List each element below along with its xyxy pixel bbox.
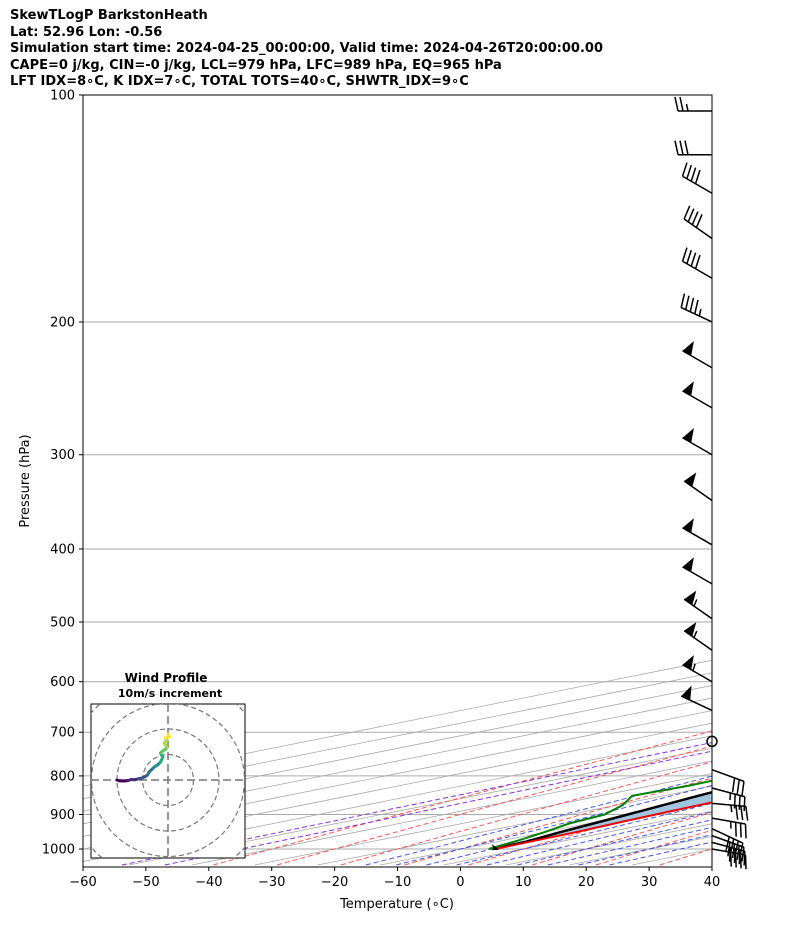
x-tick-label: 10 bbox=[515, 875, 532, 890]
wind-barb bbox=[682, 428, 713, 456]
wind-barb bbox=[674, 140, 712, 156]
mixing-ratio-line bbox=[121, 742, 712, 866]
wind-barb bbox=[711, 787, 746, 812]
isotherm-line bbox=[83, 672, 712, 800]
y-tick-label: 900 bbox=[50, 808, 75, 823]
x-tick-label: −40 bbox=[195, 875, 222, 890]
wind-barb bbox=[682, 557, 713, 585]
x-tick-label: 40 bbox=[704, 875, 721, 890]
wind-barb bbox=[682, 381, 713, 409]
x-tick-label: 0 bbox=[456, 875, 464, 890]
isotherm-line bbox=[83, 659, 712, 787]
isotherm-line bbox=[632, 848, 712, 866]
moist-adiabat-line bbox=[517, 819, 712, 866]
hodograph-ring bbox=[91, 704, 245, 858]
y-tick-label: 300 bbox=[50, 448, 75, 463]
isotherm-line bbox=[83, 722, 712, 850]
time-line: Simulation start time: 2024-04-25_00:00:… bbox=[10, 41, 603, 56]
isotherm-line bbox=[83, 685, 712, 812]
x-tick-label: −30 bbox=[258, 875, 285, 890]
hodograph-subtitle: 10m/s increment bbox=[118, 687, 222, 700]
isotherm-line bbox=[83, 697, 712, 825]
isotherm-line bbox=[254, 773, 712, 866]
parcel-start-marker bbox=[491, 844, 499, 850]
isotherm-line bbox=[443, 810, 712, 866]
y-tick-label: 200 bbox=[50, 315, 75, 330]
isotherm-line bbox=[83, 710, 712, 837]
location-line: Lat: 52.96 Lon: -0.56 bbox=[10, 24, 163, 40]
mixing-ratio-line bbox=[164, 750, 712, 866]
wind-barb bbox=[683, 590, 713, 620]
wind-barb bbox=[711, 769, 745, 796]
y-tick-label: 100 bbox=[50, 89, 75, 104]
isotherm-line bbox=[191, 760, 712, 866]
wind-barb bbox=[683, 622, 713, 651]
chart-header: SkewTLogP BarkstonHeath Lat: 52.96 Lon: … bbox=[10, 8, 603, 91]
wind-barb bbox=[711, 802, 749, 821]
dry-adiabat-line bbox=[340, 761, 712, 866]
moist-adiabat-line bbox=[426, 794, 712, 866]
isotherm-line bbox=[317, 785, 712, 866]
isotherm-line bbox=[83, 735, 712, 862]
y-tick-label: 1000 bbox=[42, 843, 75, 858]
dry-adiabat-line bbox=[787, 95, 794, 865]
x-tick-label: 30 bbox=[641, 875, 658, 890]
dry-adiabat-line bbox=[213, 730, 712, 866]
isotherm-line bbox=[506, 823, 712, 866]
y-tick-label: 700 bbox=[50, 726, 75, 741]
y-tick-label: 800 bbox=[50, 769, 75, 784]
temperature-profile-line bbox=[494, 801, 712, 850]
wind-barb bbox=[681, 162, 713, 194]
wind-barb bbox=[682, 341, 713, 369]
y-tick-label: 500 bbox=[50, 616, 75, 631]
isotherm-line bbox=[569, 836, 712, 866]
dry-adiabat-line bbox=[532, 811, 712, 866]
wind-barb bbox=[683, 205, 713, 240]
dry-adiabat-line bbox=[595, 829, 712, 866]
dry-adiabat-line bbox=[724, 95, 794, 865]
moist-adiabat-line bbox=[365, 775, 712, 866]
dry-adiabat-line bbox=[276, 745, 712, 866]
moist-adiabat-line bbox=[609, 841, 712, 866]
wind-barb bbox=[711, 828, 744, 858]
chart-title: SkewTLogP BarkstonHeath bbox=[10, 8, 208, 23]
wind-barb bbox=[683, 472, 713, 502]
hodograph-title: Wind Profile bbox=[125, 671, 208, 685]
wind-barb bbox=[682, 518, 713, 546]
moist-adiabat-line bbox=[547, 826, 712, 866]
cape-shading bbox=[491, 792, 712, 849]
wind-barb bbox=[681, 247, 713, 279]
dewpoint-profile-line bbox=[488, 779, 712, 850]
y-tick-label: 400 bbox=[50, 542, 75, 557]
isotherm-line bbox=[380, 798, 712, 866]
x-tick-label: −10 bbox=[384, 875, 411, 890]
wind-barb bbox=[680, 293, 713, 323]
x-tick-label: −20 bbox=[321, 875, 348, 890]
wind-barb bbox=[682, 655, 713, 683]
hodograph-segment bbox=[166, 732, 171, 739]
x-tick-label: −60 bbox=[69, 875, 96, 890]
indices-line: LFT IDX=8∘C, K IDX=7∘C, TOTAL TOTS=40∘C,… bbox=[10, 74, 469, 89]
x-axis-label: Temperature (∘C) bbox=[339, 897, 454, 912]
wind-barb bbox=[711, 817, 747, 839]
parcel-profile-line bbox=[491, 790, 712, 851]
x-tick-label: −50 bbox=[132, 875, 159, 890]
dry-adiabat-line bbox=[404, 777, 712, 866]
y-axis-label: Pressure (hPa) bbox=[18, 434, 33, 527]
cape-line: CAPE=0 j/kg, CIN=-0 j/kg, LCL=979 hPa, L… bbox=[10, 57, 502, 73]
wind-barb bbox=[680, 685, 713, 712]
moist-adiabat-line bbox=[456, 802, 712, 866]
x-tick-label: 20 bbox=[578, 875, 595, 890]
wind-barb bbox=[674, 96, 712, 112]
y-tick-label: 600 bbox=[50, 675, 75, 690]
